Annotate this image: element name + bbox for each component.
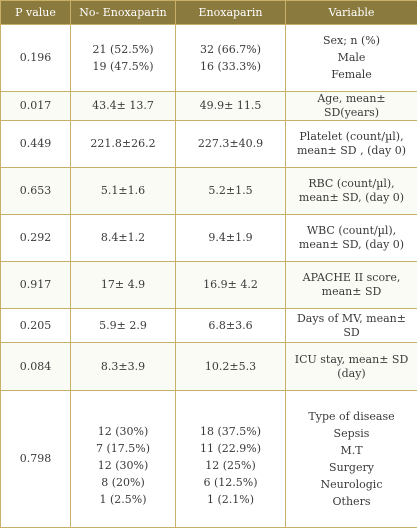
table-row: 0.292 8.4±1.2 9.4±1.9 WBC (count/µl), me… <box>1 215 417 262</box>
variable-cell: RBC (count/µl), mean± SD, (day 0) <box>286 168 417 215</box>
cell-line: (day) <box>289 367 414 381</box>
enoxaparin-cell: 6.8±3.6 <box>176 309 286 343</box>
cell-line: 19 (47.5%) <box>74 60 172 74</box>
cell-line: 1 (2.1%) <box>179 493 282 507</box>
cell-line: Female <box>289 68 414 82</box>
cell-line: 12 (25%) <box>179 459 282 473</box>
variable-cell: WBC (count/µl), mean± SD, (day 0) <box>286 215 417 262</box>
cell-line: Others <box>289 495 414 509</box>
p-value-cell: 0.653 <box>1 168 71 215</box>
header-no-enoxaparin: No- Enoxaparin <box>71 1 176 25</box>
enoxaparin-cell: 10.2±5.3 <box>176 343 286 391</box>
enoxaparin-cell: 49.9± 11.5 <box>176 92 286 121</box>
table-row: 0.653 5.1±1.6 5.2±1.5 RBC (count/µl), me… <box>1 168 417 215</box>
p-value-cell: 0.449 <box>1 121 71 168</box>
header-p-value: P value <box>1 1 71 25</box>
header-row: P value No- Enoxaparin Enoxaparin Variab… <box>1 1 417 25</box>
no-enoxaparin-cell: 8.3±3.9 <box>71 343 176 391</box>
p-value-cell: 0.917 <box>1 262 71 309</box>
table-row: 0.449 221.8±26.2 227.3±40.9 Platelet (co… <box>1 121 417 168</box>
cell-line: Neurologic <box>289 478 414 492</box>
variable-cell: Type of disease Sepsis M.T Surgery Neuro… <box>286 391 417 528</box>
variable-cell: Sex; n (%) Male Female <box>286 25 417 92</box>
cell-line: 32 (66.7%) <box>179 43 282 57</box>
p-value-cell: 0.196 <box>1 25 71 92</box>
table-row: 0.196 21 (52.5%) 19 (47.5%) 32 (66.7%) 1… <box>1 25 417 92</box>
header-enoxaparin: Enoxaparin <box>176 1 286 25</box>
no-enoxaparin-cell: 5.9± 2.9 <box>71 309 176 343</box>
cell-line: mean± SD , (day 0) <box>289 144 414 158</box>
cell-line: Sepsis <box>289 427 414 441</box>
cell-line: 1 (2.5%) <box>74 493 172 507</box>
variable-cell: Age, mean± SD(years) <box>286 92 417 121</box>
p-value-cell: 0.798 <box>1 391 71 528</box>
table-row: 0.017 43.4± 13.7 49.9± 11.5 Age, mean± S… <box>1 92 417 121</box>
cell-line: RBC (count/µl), <box>289 177 414 191</box>
variable-cell: Platelet (count/µl), mean± SD , (day 0) <box>286 121 417 168</box>
cell-line: Sex; n (%) <box>289 34 414 48</box>
cell-line: 18 (37.5%) <box>179 425 282 439</box>
cell-line: 12 (30%) <box>74 459 172 473</box>
cell-line: Type of disease <box>289 410 414 424</box>
no-enoxaparin-cell: 221.8±26.2 <box>71 121 176 168</box>
no-enoxaparin-cell: 5.1±1.6 <box>71 168 176 215</box>
enoxaparin-cell: 5.2±1.5 <box>176 168 286 215</box>
cell-line: WBC (count/µl), <box>289 224 414 238</box>
no-enoxaparin-cell: 43.4± 13.7 <box>71 92 176 121</box>
p-value-cell: 0.205 <box>1 309 71 343</box>
cell-line: M.T <box>289 444 414 458</box>
no-enoxaparin-cell: 8.4±1.2 <box>71 215 176 262</box>
enoxaparin-cell: 18 (37.5%) 11 (22.9%) 12 (25%) 6 (12.5%)… <box>176 391 286 528</box>
table-row: 0.917 17± 4.9 16.9± 4.2 APACHE II score,… <box>1 262 417 309</box>
cell-line: APACHE II score, <box>289 271 414 285</box>
no-enoxaparin-cell: 17± 4.9 <box>71 262 176 309</box>
p-value-cell: 0.017 <box>1 92 71 121</box>
cell-line: mean± SD <box>289 285 414 299</box>
cell-line: 11 (22.9%) <box>179 442 282 456</box>
cell-line: 21 (52.5%) <box>74 43 172 57</box>
cell-line: 8 (20%) <box>74 476 172 490</box>
no-enoxaparin-cell: 12 (30%) 7 (17.5%) 12 (30%) 8 (20%) 1 (2… <box>71 391 176 528</box>
cell-line: 7 (17.5%) <box>74 442 172 456</box>
cell-line: mean± SD, (day 0) <box>289 191 414 205</box>
no-enoxaparin-cell: 21 (52.5%) 19 (47.5%) <box>71 25 176 92</box>
variable-cell: ICU stay, mean± SD (day) <box>286 343 417 391</box>
variable-cell: APACHE II score, mean± SD <box>286 262 417 309</box>
p-value-cell: 0.084 <box>1 343 71 391</box>
table-row: 0.084 8.3±3.9 10.2±5.3 ICU stay, mean± S… <box>1 343 417 391</box>
cell-line: ICU stay, mean± SD <box>289 353 414 367</box>
cell-line: 16 (33.3%) <box>179 60 282 74</box>
cell-line: Platelet (count/µl), <box>289 130 414 144</box>
cell-line: Male <box>289 51 414 65</box>
enoxaparin-cell: 9.4±1.9 <box>176 215 286 262</box>
variable-cell: Days of MV, mean± SD <box>286 309 417 343</box>
cell-line: mean± SD, (day 0) <box>289 238 414 252</box>
enoxaparin-cell: 16.9± 4.2 <box>176 262 286 309</box>
enoxaparin-cell: 32 (66.7%) 16 (33.3%) <box>176 25 286 92</box>
p-value-cell: 0.292 <box>1 215 71 262</box>
cell-line: Surgery <box>289 461 414 475</box>
cell-line: 12 (30%) <box>74 425 172 439</box>
enoxaparin-cell: 227.3±40.9 <box>176 121 286 168</box>
table-row: 0.798 12 (30%) 7 (17.5%) 12 (30%) 8 (20%… <box>1 391 417 528</box>
table-row: 0.205 5.9± 2.9 6.8±3.6 Days of MV, mean±… <box>1 309 417 343</box>
cell-line: 6 (12.5%) <box>179 476 282 490</box>
header-variable: Variable <box>286 1 417 25</box>
